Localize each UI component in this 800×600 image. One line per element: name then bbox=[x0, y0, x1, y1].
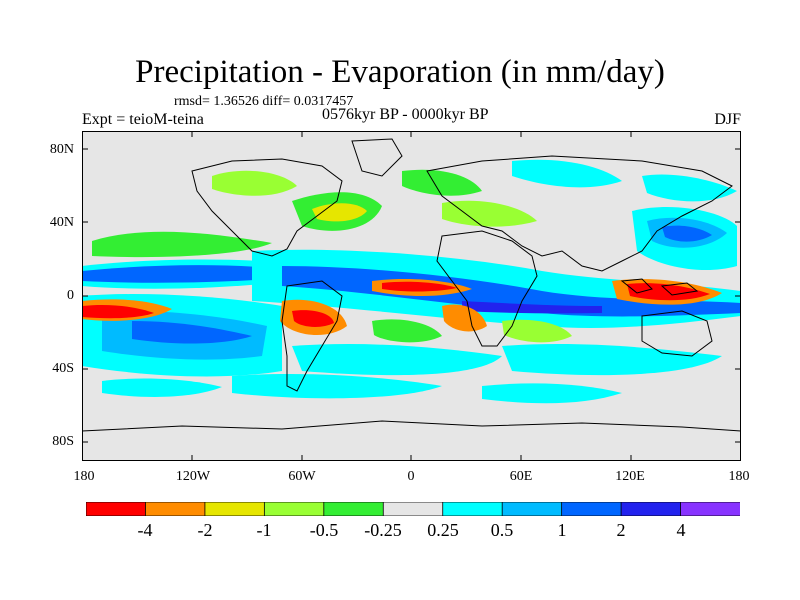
season-label: DJF bbox=[714, 111, 741, 128]
colorbar-swatch bbox=[501, 502, 563, 516]
x-tick-label: 120W bbox=[175, 469, 211, 484]
map-svg bbox=[82, 131, 741, 461]
contour-region bbox=[292, 310, 334, 327]
contour-region bbox=[212, 170, 297, 196]
colorbar-swatch bbox=[382, 502, 444, 516]
y-tick-label: 40N bbox=[49, 215, 74, 230]
coastline-south-america bbox=[281, 280, 343, 392]
y-tick-label: 0 bbox=[67, 288, 74, 303]
colorbar-swatch bbox=[680, 502, 740, 516]
contour-region bbox=[502, 319, 572, 343]
y-tick-label: 80S bbox=[52, 434, 74, 449]
colorbar-label: -0.25 bbox=[364, 520, 402, 540]
contour-region bbox=[92, 231, 272, 258]
contour-region bbox=[132, 321, 252, 344]
contour-region bbox=[662, 225, 712, 242]
contour-region bbox=[512, 159, 622, 188]
contour-region bbox=[642, 174, 737, 202]
contour-region bbox=[402, 169, 482, 196]
coastline-australia bbox=[641, 310, 713, 357]
coastline-greenland bbox=[351, 138, 403, 177]
x-tick-label: 120E bbox=[615, 469, 645, 484]
x-tick-label: 180 bbox=[73, 469, 95, 484]
contour-region bbox=[282, 266, 741, 317]
coastline-island bbox=[660, 282, 699, 296]
colorbar-label: 1 bbox=[557, 520, 567, 540]
x-tick-label: 60E bbox=[509, 469, 533, 484]
colorbar-label: 2 bbox=[616, 520, 626, 540]
coastline-eurasia bbox=[426, 155, 733, 272]
colorbar-swatch bbox=[86, 502, 147, 516]
colorbar-swatch bbox=[442, 502, 504, 516]
contour-region bbox=[372, 319, 442, 343]
colorbar bbox=[86, 502, 740, 516]
stats-subtitle: rmsd= 1.36526 diff= 0.0317457 bbox=[174, 94, 354, 109]
colorbar-swatch bbox=[204, 502, 266, 516]
coastline-island bbox=[620, 278, 653, 294]
colorbar-label: 0.5 bbox=[490, 520, 514, 540]
colorbar-label: -2 bbox=[197, 520, 213, 540]
contour-fills bbox=[82, 159, 741, 404]
colorbar-swatch bbox=[561, 502, 622, 516]
y-tick-label: 80N bbox=[49, 142, 74, 157]
contour-region bbox=[232, 374, 442, 399]
x-tick-label: 0 bbox=[407, 469, 415, 484]
experiment-label: Expt = teioM-teina bbox=[82, 111, 204, 128]
colorbar-label: 4 bbox=[676, 520, 686, 540]
contour-region bbox=[292, 344, 502, 376]
colorbar-label: -0.5 bbox=[309, 520, 339, 540]
coastline-antarctica bbox=[82, 420, 741, 432]
y-tick-label: 40S bbox=[52, 361, 74, 376]
colorbar-swatch bbox=[263, 502, 325, 516]
x-ticks bbox=[191, 131, 632, 461]
x-tick-label: 180 bbox=[728, 469, 750, 484]
contour-region bbox=[462, 301, 602, 314]
colorbar-svg bbox=[86, 502, 740, 516]
y-ticks bbox=[82, 148, 741, 443]
colorbar-swatch bbox=[620, 502, 682, 516]
chart-title: Precipitation - Evaporation (in mm/day) bbox=[135, 54, 665, 90]
coastline-africa bbox=[436, 230, 538, 347]
colorbar-label: -1 bbox=[256, 520, 272, 540]
colorbar-label: -4 bbox=[137, 520, 153, 540]
contour-region bbox=[442, 200, 537, 227]
coastline-north-america bbox=[191, 158, 343, 257]
colorbar-swatch bbox=[323, 502, 385, 516]
contour-region bbox=[502, 344, 722, 376]
contour-region bbox=[82, 304, 154, 319]
x-tick-label: 60W bbox=[288, 469, 316, 484]
period-label: 0576kyr BP - 0000kyr BP bbox=[322, 106, 489, 123]
colorbar-swatch bbox=[145, 502, 206, 516]
map-panel bbox=[82, 131, 741, 461]
contour-region bbox=[482, 383, 622, 404]
contour-region bbox=[102, 378, 222, 397]
contour-region bbox=[442, 304, 487, 332]
contour-region bbox=[312, 203, 367, 222]
contour-region bbox=[82, 265, 272, 283]
coastlines bbox=[82, 138, 741, 432]
colorbar-label: 0.25 bbox=[427, 520, 459, 540]
contour-region bbox=[382, 281, 457, 292]
